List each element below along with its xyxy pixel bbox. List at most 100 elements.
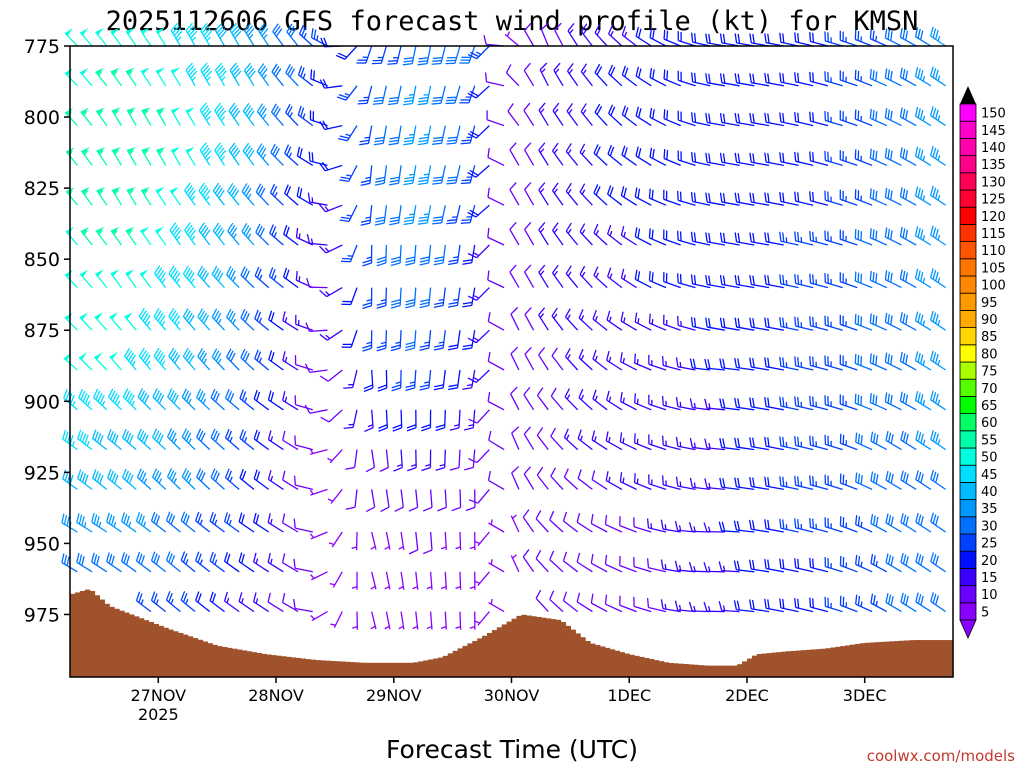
wind-barb: [646, 598, 667, 613]
wind-barb: [185, 107, 196, 126]
terrain-bar: [800, 650, 807, 677]
wind-barb: [110, 27, 123, 47]
wind-barb: [124, 347, 137, 371]
wind-barb: [779, 598, 799, 613]
wind-barb: [487, 470, 505, 490]
wind-barb: [563, 468, 579, 490]
terrain-bar: [776, 652, 782, 677]
wind-barb: [150, 511, 167, 533]
wind-barb: [522, 509, 535, 533]
wind-barb: [306, 234, 328, 246]
wind-barb: [535, 549, 549, 573]
wind-barb: [197, 348, 211, 371]
wind-barb: [690, 152, 711, 167]
wind-barb: [648, 271, 667, 289]
wind-barb: [839, 110, 858, 127]
wind-barb: [121, 468, 137, 490]
wind-barb: [371, 45, 388, 65]
wind-barb: [779, 476, 799, 491]
wind-barb: [884, 28, 902, 47]
wind-barb: [839, 229, 858, 246]
wind-barb: [106, 552, 122, 573]
wind-barb: [419, 330, 432, 351]
terrain-bar: [717, 665, 724, 677]
terrain-bar: [928, 640, 934, 677]
wind-barb: [335, 45, 358, 60]
wind-barb: [749, 397, 770, 411]
wind-barb: [593, 144, 608, 166]
wind-barb: [870, 514, 888, 533]
wind-barb: [390, 287, 402, 309]
wind-barb: [633, 557, 652, 573]
wind-barb: [209, 551, 225, 573]
wind-barb: [407, 449, 417, 472]
wind-barb: [794, 151, 814, 167]
wind-barb: [648, 313, 667, 331]
wind-barb: [387, 45, 402, 65]
wind-barb: [719, 477, 740, 491]
wind-barb: [900, 552, 917, 573]
wind-barb: [605, 431, 623, 451]
wind-barb: [540, 22, 550, 47]
wind-barb: [488, 559, 505, 573]
wind-barb: [648, 354, 667, 371]
terrain-bar: [604, 647, 611, 677]
terrain-bar: [702, 665, 709, 677]
wind-barb: [224, 468, 240, 490]
terrain-bar: [639, 656, 645, 677]
wind-barb: [214, 102, 226, 126]
wind-barb: [734, 358, 755, 371]
wind-barb: [196, 428, 211, 451]
wind-barb: [64, 312, 78, 331]
wind-barb: [239, 389, 255, 411]
wind-barb: [839, 555, 858, 573]
wind-barb: [619, 516, 637, 533]
terrain-bar: [589, 643, 596, 677]
terrain-bar: [732, 665, 738, 677]
wind-barb: [674, 560, 696, 573]
wind-barb: [839, 394, 858, 411]
terrain-bar: [874, 642, 881, 677]
terrain-bar: [658, 661, 665, 677]
terrain-bar: [300, 658, 307, 677]
color-scale-swatch: [959, 189, 977, 208]
terrain-bar: [457, 648, 464, 677]
terrain-bar: [805, 649, 812, 677]
wind-barb: [376, 287, 388, 309]
wind-barb: [855, 594, 873, 613]
wind-barb: [538, 347, 549, 371]
wind-barb: [734, 152, 755, 167]
wind-barb: [703, 562, 725, 573]
wind-barb: [310, 571, 328, 581]
wind-barb: [229, 62, 242, 87]
wind-barb: [649, 147, 667, 166]
wind-barb: [151, 428, 167, 451]
color-scale-swatch: [959, 327, 977, 346]
terrain-bar: [943, 640, 949, 677]
terrain-bar: [349, 662, 356, 677]
wind-barb: [779, 72, 799, 87]
terrain-bar: [251, 652, 258, 677]
color-scale-swatch: [959, 602, 977, 621]
wind-barb: [675, 397, 696, 411]
wind-barb: [764, 598, 784, 613]
wind-barb: [269, 224, 284, 246]
color-scale-swatch: [959, 533, 977, 552]
wind-barb: [141, 107, 152, 126]
x-tick-label: 2DEC: [725, 686, 769, 705]
wind-barb: [839, 595, 858, 613]
wind-barb: [224, 428, 240, 451]
wind-barb: [255, 223, 270, 246]
wind-barb: [914, 67, 932, 87]
wind-barb: [538, 142, 549, 166]
wind-barb: [524, 307, 535, 331]
wind-barb: [550, 387, 564, 411]
wind-barb: [677, 230, 696, 246]
wind-barb: [462, 287, 476, 308]
terrain-bar: [325, 660, 331, 677]
wind-barb: [419, 287, 432, 309]
wind-barb: [341, 329, 358, 348]
wind-barb: [855, 432, 873, 451]
color-scale-swatch: [959, 550, 977, 569]
wind-barb: [900, 430, 917, 451]
